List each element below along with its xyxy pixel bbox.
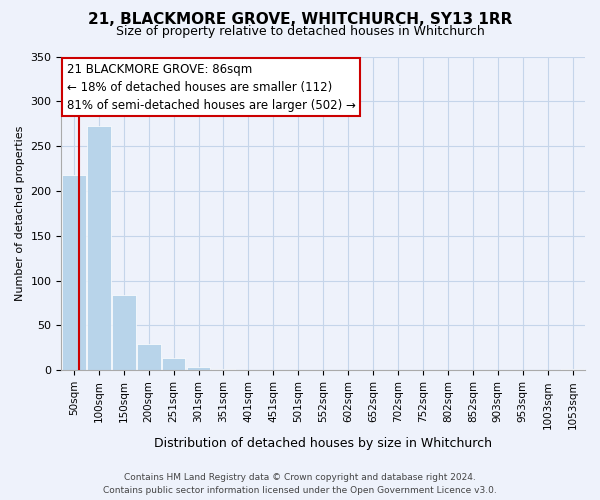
Text: 21, BLACKMORE GROVE, WHITCHURCH, SY13 1RR: 21, BLACKMORE GROVE, WHITCHURCH, SY13 1R…: [88, 12, 512, 28]
Bar: [187, 366, 211, 370]
Bar: [137, 344, 161, 370]
X-axis label: Distribution of detached houses by size in Whitchurch: Distribution of detached houses by size …: [154, 437, 492, 450]
Bar: [62, 175, 86, 370]
Text: Size of property relative to detached houses in Whitchurch: Size of property relative to detached ho…: [116, 25, 484, 38]
Bar: [112, 295, 136, 370]
Text: Contains HM Land Registry data © Crown copyright and database right 2024.
Contai: Contains HM Land Registry data © Crown c…: [103, 474, 497, 495]
Bar: [87, 126, 110, 370]
Y-axis label: Number of detached properties: Number of detached properties: [15, 126, 25, 301]
Bar: [162, 358, 185, 370]
Text: 21 BLACKMORE GROVE: 86sqm
← 18% of detached houses are smaller (112)
81% of semi: 21 BLACKMORE GROVE: 86sqm ← 18% of detac…: [67, 63, 356, 112]
Bar: [560, 368, 584, 370]
